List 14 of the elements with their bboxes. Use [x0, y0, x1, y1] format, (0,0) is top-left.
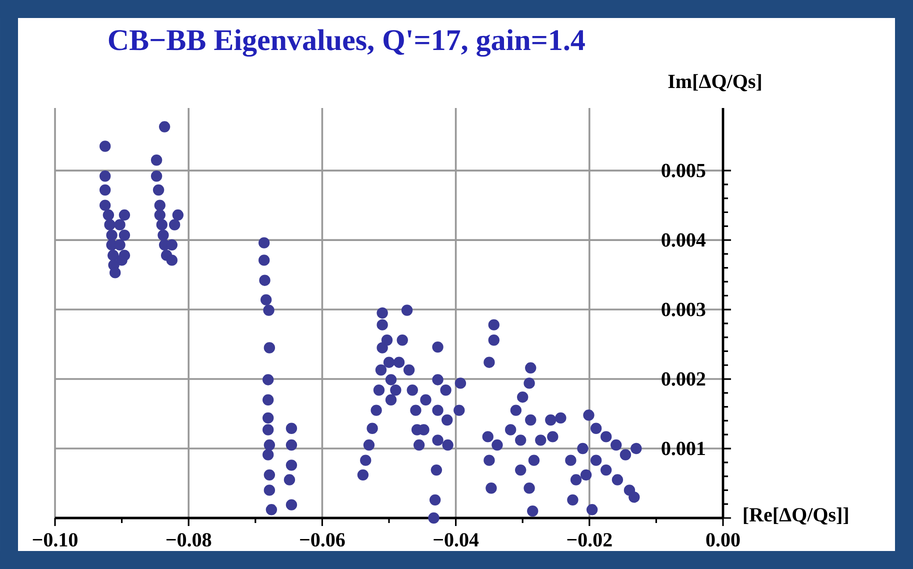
y-tick-label: 0.003: [662, 302, 706, 316]
chart-title: CB−BB Eigenvalues, Q'=17, gain=1.4: [108, 29, 585, 57]
y-tick-label: 0.001: [662, 442, 705, 456]
y-tick-label: 0.005: [662, 164, 706, 178]
x-tick-label: −0.10: [32, 533, 78, 547]
x-tick-label: −0.02: [567, 533, 612, 547]
y-axis-title: Im[ΔQ/Qs]: [668, 74, 761, 92]
y-tick-label: 0.002: [662, 372, 706, 386]
x-tick-label: −0.06: [300, 533, 345, 547]
x-axis-title: [Re[ΔQ/Qs]]: [744, 507, 848, 525]
y-tick-label: 0.004: [662, 233, 706, 247]
x-tick-label: −0.04: [434, 533, 479, 547]
x-tick-label: −0.08: [166, 533, 212, 547]
x-tick-label: 0.00: [706, 533, 740, 547]
